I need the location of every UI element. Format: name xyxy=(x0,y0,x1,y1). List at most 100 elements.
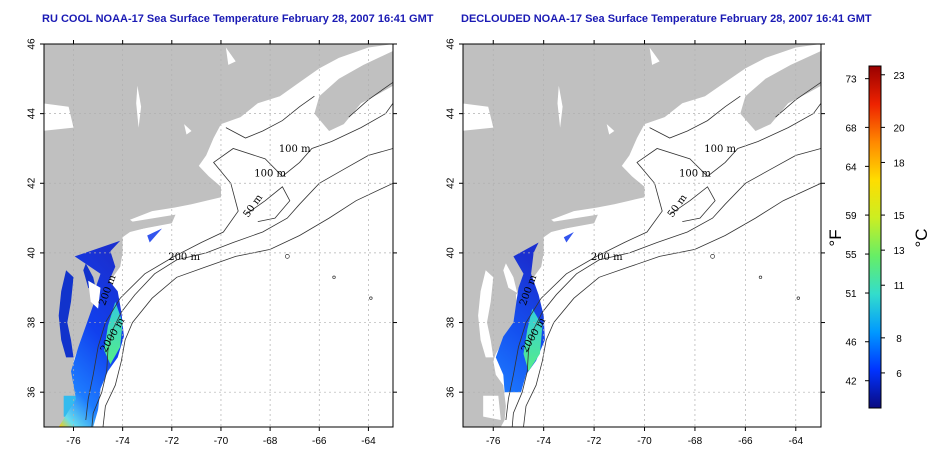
fahrenheit-tick-label: 55 xyxy=(845,250,857,261)
lat-tick-label: 40 xyxy=(446,247,457,259)
fahrenheit-tick-label: 68 xyxy=(845,123,857,134)
lat-tick-label: 46 xyxy=(27,38,38,50)
lon-tick-label: -68 xyxy=(688,436,703,447)
celsius-tick-label: 23 xyxy=(893,71,905,82)
lake-3 xyxy=(463,103,494,131)
lat-tick-label: 38 xyxy=(446,317,457,329)
lat-tick-label: 36 xyxy=(27,386,38,398)
sst-warm-strip xyxy=(104,301,123,365)
map-frame xyxy=(462,43,822,428)
contour-label: 200 m xyxy=(591,252,623,263)
map-frame xyxy=(43,43,394,428)
pamlico-sound xyxy=(483,395,501,420)
lake-0 xyxy=(136,85,142,128)
lon-tick-label: -76 xyxy=(486,436,501,447)
lon-tick-label: -70 xyxy=(214,436,229,447)
lat-tick-label: 36 xyxy=(446,386,457,398)
lon-tick-label: -74 xyxy=(536,436,551,447)
seamount-contour xyxy=(369,296,373,300)
lake-0 xyxy=(557,85,563,128)
lat-tick-label: 42 xyxy=(27,177,38,189)
land-mainland xyxy=(463,44,821,427)
celsius-label: °C xyxy=(912,228,931,247)
fahrenheit-tick-label: 73 xyxy=(845,75,857,86)
seamount-contour xyxy=(710,254,715,259)
right-panel-title: DECLOUDED NOAA-17 Sea Surface Temperatur… xyxy=(461,13,872,25)
contour-50m xyxy=(669,186,716,222)
lat-tick-label: 42 xyxy=(446,177,457,189)
lake-2 xyxy=(649,47,660,65)
contour-50m xyxy=(245,186,291,222)
land-long-island xyxy=(546,214,598,232)
lon-tick-label: -68 xyxy=(263,436,278,447)
lat-tick-label: 40 xyxy=(27,247,38,259)
contour-label: 100 m xyxy=(279,144,311,155)
land-nova-scotia xyxy=(314,51,393,131)
land-mainland xyxy=(44,44,393,427)
lon-tick-label: -64 xyxy=(361,436,376,447)
contour-2000m xyxy=(523,182,821,427)
lat-tick-label: 38 xyxy=(27,317,38,329)
contour-100m xyxy=(505,102,821,421)
lon-tick-label: -66 xyxy=(312,436,327,447)
contour-label: 100 m xyxy=(254,168,286,179)
seamount-contour xyxy=(332,275,336,279)
sst-patch-north xyxy=(563,232,574,243)
celsius-tick-label: 8 xyxy=(896,334,902,345)
chesapeake-bay xyxy=(478,270,494,358)
lat-tick-label: 46 xyxy=(446,38,457,50)
lon-tick-label: -76 xyxy=(66,436,81,447)
lon-tick-label: -72 xyxy=(587,436,602,447)
lat-tick-label: 44 xyxy=(446,108,457,120)
delaware-bay xyxy=(503,263,518,293)
celsius-tick-label: 13 xyxy=(893,246,905,257)
land-cape-breton xyxy=(859,34,902,51)
contour-shelf xyxy=(775,81,821,118)
celsius-tick-label: 11 xyxy=(894,281,905,292)
colorbar-gradient xyxy=(868,65,882,409)
lon-tick-label: -74 xyxy=(115,436,130,447)
fahrenheit-tick-label: 51 xyxy=(845,289,857,300)
lat-tick-label: 44 xyxy=(27,108,38,120)
fahrenheit-tick-label: 46 xyxy=(845,338,857,349)
contour-gulf xyxy=(225,95,315,139)
contour-100m xyxy=(85,102,393,421)
celsius-tick-label: 18 xyxy=(893,158,905,169)
fahrenheit-tick-label: 42 xyxy=(845,377,857,388)
land-nova-scotia xyxy=(740,51,821,131)
lon-tick-label: -64 xyxy=(789,436,804,447)
contour-gulf xyxy=(649,95,741,139)
fahrenheit-tick-label: 59 xyxy=(845,211,857,222)
lake-3 xyxy=(44,103,74,131)
contour-label: 200 m xyxy=(168,252,200,263)
lake-2 xyxy=(225,47,236,65)
contour-shelf xyxy=(348,81,393,118)
sst-patch-north xyxy=(147,228,162,243)
lon-tick-label: -72 xyxy=(165,436,180,447)
left-panel-title: RU COOL NOAA-17 Sea Surface Temperature … xyxy=(42,13,434,25)
contour-label: 100 m xyxy=(704,144,736,155)
lake-1 xyxy=(606,124,615,135)
contour-200m xyxy=(511,148,821,427)
fahrenheit-tick-label: 64 xyxy=(845,162,857,173)
chesapeake-bay xyxy=(58,270,74,358)
contour-label: 100 m xyxy=(679,168,711,179)
seamount-contour xyxy=(796,296,800,300)
sst-data-region xyxy=(58,230,131,427)
temperature-colorbar: 23 20 18 15 13 11 8 6 73 68 64 59 55 51 46 42 °F °C xyxy=(826,65,931,409)
contour-2000m xyxy=(102,182,393,427)
lon-tick-label: -70 xyxy=(637,436,652,447)
celsius-tick-label: 15 xyxy=(893,211,905,222)
seamount-contour xyxy=(758,275,763,279)
land-long-island xyxy=(125,214,176,232)
celsius-tick-label: 6 xyxy=(896,369,902,380)
cloud-gap xyxy=(88,280,101,309)
seamount-contour xyxy=(284,254,290,259)
lake-1 xyxy=(184,124,192,135)
celsius-tick-label: 20 xyxy=(893,123,905,134)
